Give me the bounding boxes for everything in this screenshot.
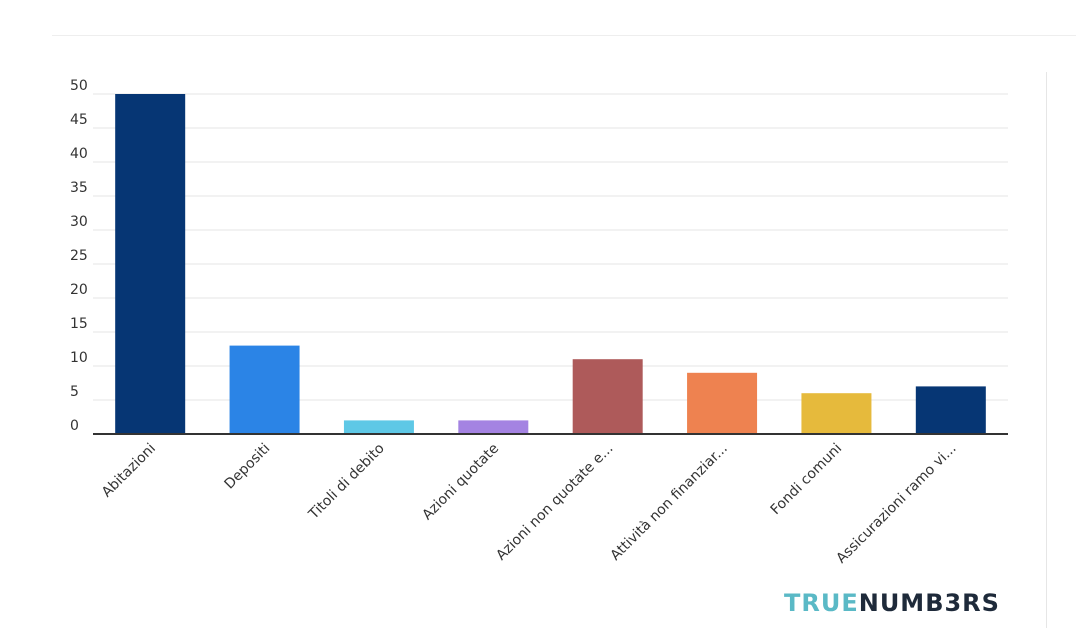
x-category-label: Attività non finanziar... [608,441,731,564]
x-category-label: Depositi [221,441,273,493]
y-tick-label: 5 [70,384,79,400]
logo-part-numbers: NUMB3RS [858,589,1000,617]
x-category-label: Abitazioni [99,441,159,501]
y-tick-label: 50 [70,78,88,94]
x-category-label: Assicurazioni ramo vi... [833,441,959,567]
x-category-label: Fondi comuni [768,441,846,519]
x-axis-labels: Abitazioni Depositi Titoli di debito Azioni… [99,441,960,567]
y-axis-ticks: 0 5 10 15 20 25 30 35 40 45 50 [70,78,88,434]
bar [915,386,986,434]
side-divider [1046,72,1047,628]
truenumbers-logo: TRUENUMB3RS [784,589,1000,617]
bar [687,372,758,434]
x-category-label: Azioni non quotate e... [493,441,616,564]
x-category-label: Titoli di debito [305,441,388,524]
bar [115,94,186,434]
y-tick-label: 40 [70,146,88,162]
logo-part-true: TRUE [784,589,859,617]
y-tick-label: 20 [70,282,88,298]
bar [801,393,872,434]
bar [229,345,300,434]
bar [343,420,414,434]
y-tick-label: 25 [70,248,88,264]
bar [572,359,643,434]
bar [458,420,529,434]
y-tick-label: 15 [70,316,88,332]
x-category-label: Azioni quotate [419,441,502,524]
y-tick-label: 35 [70,180,88,196]
y-tick-label: 45 [70,112,88,128]
y-tick-label: 0 [70,418,79,434]
grid-lines [93,93,1008,401]
y-tick-label: 10 [70,350,88,366]
bars [115,94,986,434]
top-divider [52,35,1076,36]
y-tick-label: 30 [70,214,88,230]
